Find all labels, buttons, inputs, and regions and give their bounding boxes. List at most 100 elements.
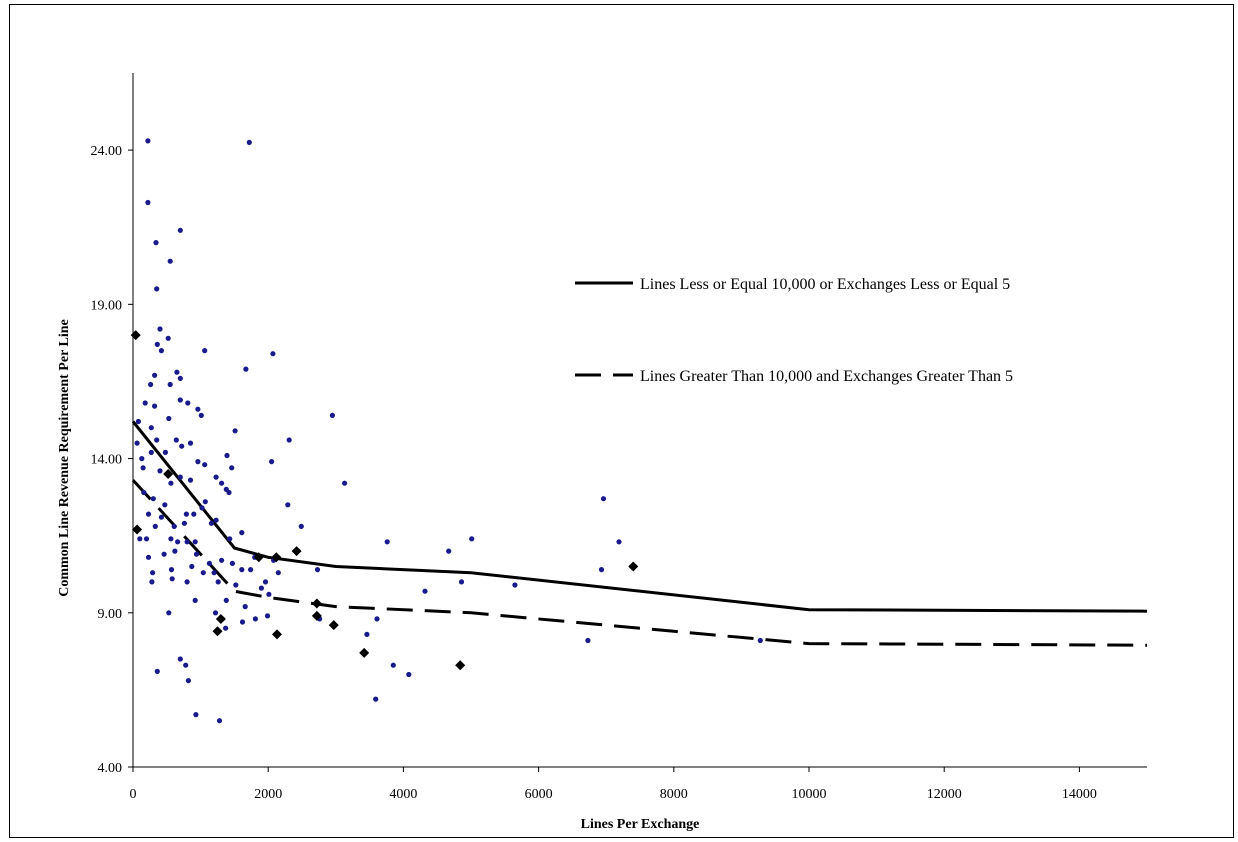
data-point xyxy=(168,567,175,573)
data-point xyxy=(264,613,271,619)
data-point xyxy=(270,351,276,357)
axes: 0 2000 4000 6000 8000 10000 12000 14000 4.00 9.0… xyxy=(91,73,1147,802)
x-tick-label: 8000 xyxy=(660,787,688,802)
x-tick-label: 6000 xyxy=(525,787,553,802)
data-point-diamond xyxy=(215,613,226,624)
data-point xyxy=(266,591,272,597)
data-point xyxy=(314,567,321,573)
series-lines xyxy=(131,420,1148,647)
data-point xyxy=(512,582,518,588)
data-point xyxy=(184,579,190,585)
data-point xyxy=(150,496,156,502)
data-point xyxy=(187,440,194,446)
data-point xyxy=(269,459,275,465)
data-point xyxy=(600,496,607,502)
data-point xyxy=(458,579,465,585)
data-point xyxy=(213,517,219,523)
data-point xyxy=(374,616,380,622)
data-point xyxy=(285,502,291,508)
data-point xyxy=(202,499,208,505)
x-tick-label: 2000 xyxy=(254,787,282,802)
data-point xyxy=(329,412,335,418)
data-point xyxy=(154,341,160,347)
data-point xyxy=(168,536,174,542)
data-point xyxy=(229,560,235,567)
data-point-diamond xyxy=(628,561,639,572)
x-ticks: 0 2000 4000 6000 8000 10000 12000 14000 xyxy=(130,767,1097,802)
data-point xyxy=(223,597,229,604)
data-point xyxy=(219,480,225,486)
data-point xyxy=(757,637,763,644)
data-point xyxy=(242,604,248,610)
data-point xyxy=(179,443,185,449)
data-point xyxy=(275,570,281,576)
data-point xyxy=(143,536,150,542)
data-point xyxy=(157,326,163,332)
chart-frame xyxy=(9,4,1234,838)
data-point xyxy=(177,397,183,403)
data-point-diamond xyxy=(291,546,302,557)
data-point xyxy=(139,456,145,462)
data-point xyxy=(145,554,152,560)
data-point xyxy=(148,425,154,431)
data-point xyxy=(223,625,229,631)
data-point xyxy=(142,400,148,406)
data-point xyxy=(140,465,146,471)
data-point xyxy=(153,240,159,246)
data-point xyxy=(384,539,390,545)
data-point xyxy=(184,539,190,545)
data-point xyxy=(168,480,174,486)
data-point xyxy=(185,400,191,406)
data-point xyxy=(152,523,158,530)
data-point xyxy=(390,662,396,668)
data-point-diamond xyxy=(132,524,143,535)
data-point xyxy=(229,465,235,471)
data-point xyxy=(152,403,158,409)
data-point xyxy=(206,560,212,567)
data-point xyxy=(202,348,208,354)
data-point xyxy=(137,536,143,542)
data-point xyxy=(169,576,175,582)
y-ticks: 4.00 9.00 14.00 19.00 24.00 xyxy=(91,144,133,776)
data-point xyxy=(171,523,177,530)
x-tick-label: 0 xyxy=(130,787,137,802)
data-point xyxy=(239,619,246,625)
data-point xyxy=(145,511,152,517)
data-point xyxy=(246,139,252,145)
data-point xyxy=(148,381,154,388)
legend-label: Lines Less or Equal 10,000 or Exchanges … xyxy=(640,276,1010,293)
data-point xyxy=(185,678,191,684)
data-point xyxy=(177,375,183,381)
data-point xyxy=(208,520,214,526)
data-point xyxy=(193,712,199,718)
data-point xyxy=(469,536,475,542)
data-point xyxy=(198,412,204,418)
data-point xyxy=(183,662,189,668)
data-point xyxy=(192,597,198,604)
data-point xyxy=(446,548,452,554)
data-point xyxy=(298,523,304,530)
x-tick-label: 12000 xyxy=(927,787,962,802)
data-point xyxy=(177,474,183,480)
data-point xyxy=(189,563,195,570)
data-point-diamond xyxy=(130,330,141,341)
data-point-diamond xyxy=(212,626,223,637)
data-point xyxy=(616,539,622,545)
legend-label: Lines Greater Than 10,000 and Exchanges … xyxy=(640,368,1013,385)
y-tick-label: 9.00 xyxy=(98,607,123,622)
data-point-diamond xyxy=(271,629,282,640)
data-point xyxy=(166,610,172,616)
data-point xyxy=(202,462,208,468)
y-axis-label: Common Line Revenue Requirement Per Line xyxy=(57,319,72,597)
data-point xyxy=(148,449,154,455)
data-point xyxy=(233,582,239,588)
data-point xyxy=(192,539,198,545)
data-point-diamond xyxy=(455,660,466,671)
data-point xyxy=(219,557,225,563)
data-point-diamond xyxy=(163,468,174,479)
data-point xyxy=(172,548,178,554)
data-point xyxy=(162,449,168,455)
data-point xyxy=(258,585,264,591)
data-point xyxy=(212,610,219,616)
data-point-diamond xyxy=(271,552,282,563)
